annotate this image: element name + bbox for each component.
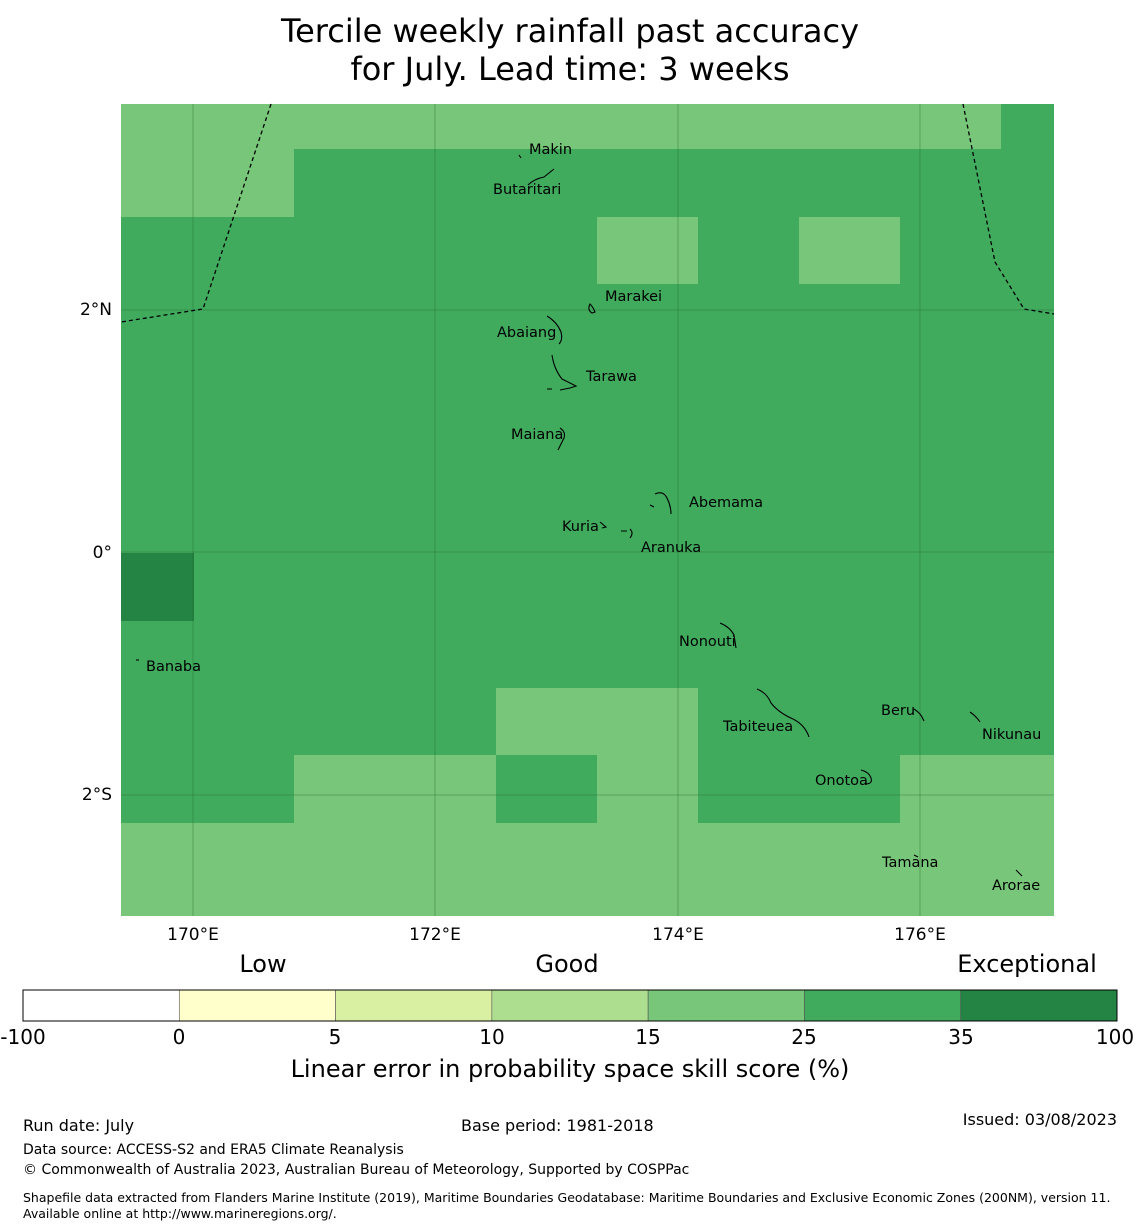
shapefile-credit: Shapefile data extracted from Flanders M… <box>23 1190 1111 1221</box>
island-nonouti <box>719 622 737 649</box>
colorbar-tick: -100 <box>0 1025 45 1049</box>
skill-grid <box>121 104 1054 916</box>
label-abaiang: Abaiang <box>497 325 556 341</box>
island-marakei <box>588 303 596 314</box>
colorbar-tick: 15 <box>635 1025 660 1049</box>
base-period: Base period: 1981-2018 <box>461 1116 654 1135</box>
label-kuria: Kuria <box>562 519 599 535</box>
colorbar-swatch <box>804 989 962 1022</box>
lon-tick-label: 172°E <box>409 925 461 945</box>
island-tamana <box>913 854 919 858</box>
label-butaritari: Butaritari <box>493 182 561 198</box>
colorbar-tick: 0 <box>173 1025 186 1049</box>
label-tabiteuea: Tabiteuea <box>722 719 793 735</box>
copyright: © Commonwealth of Australia 2023, Austra… <box>23 1162 690 1178</box>
island-abaiang <box>546 315 563 345</box>
run-date: Run date: July <box>23 1116 135 1135</box>
island-butaritari <box>527 168 555 186</box>
lon-tick-label: 170°E <box>167 925 219 945</box>
lat-tick-label: 0° <box>93 543 112 563</box>
lon-tick-label: 174°E <box>652 925 704 945</box>
label-aranuka: Aranuka <box>641 540 701 556</box>
island-labels: Makin Butaritari Marakei Abaiang Tarawa … <box>146 142 1041 894</box>
colorbar-outline <box>22 989 1118 1022</box>
grid-cell <box>597 755 698 823</box>
label-beru: Beru <box>881 703 915 719</box>
label-maiana: Maiana <box>511 427 563 443</box>
colorbar: Low Good Exceptional -100 0 5 10 15 25 3… <box>0 950 1134 1083</box>
lat-tick-label: 2°N <box>80 300 112 320</box>
grid-cell <box>900 755 1054 823</box>
grid-cell <box>121 553 194 621</box>
colorbar-label: Linear error in probability space skill … <box>291 1055 850 1083</box>
island-makin <box>518 154 522 159</box>
label-tarawa: Tarawa <box>585 369 637 385</box>
colorbar-swatch <box>960 989 1118 1022</box>
island-tabiteuea <box>756 688 810 738</box>
colorbar-tick: 35 <box>948 1025 973 1049</box>
axis-ticks: 170°E 172°E 174°E 176°E 2°N 0° 2°S <box>80 300 946 945</box>
colorbar-tick: 100 <box>1096 1025 1134 1049</box>
colorbar-swatch <box>335 989 493 1022</box>
label-tamana: Tamana <box>881 855 938 871</box>
island-beru <box>913 708 925 722</box>
eez-boundary-east <box>962 103 1055 315</box>
lat-tick-label: 2°S <box>82 785 112 805</box>
grid-cell <box>597 217 698 284</box>
label-onotoa: Onotoa <box>815 773 868 789</box>
island-kuria <box>599 521 608 529</box>
eez-boundary-west <box>120 103 272 323</box>
map-title-line2: for July. Lead time: 3 weeks <box>350 50 790 88</box>
label-nonouti: Nonouti <box>679 634 736 650</box>
label-makin: Makin <box>529 142 572 158</box>
label-marakei: Marakei <box>605 289 662 305</box>
colorbar-swatch <box>178 989 336 1022</box>
islands <box>136 154 1023 877</box>
grid-cell <box>294 755 496 823</box>
colorbar-category-good: Good <box>535 950 598 978</box>
island-tarawa <box>547 354 578 391</box>
label-abemama: Abemama <box>689 495 763 511</box>
grid-cell <box>496 688 698 755</box>
island-onotoa <box>860 769 872 785</box>
colorbar-swatch <box>647 989 805 1022</box>
colorbar-tick: 25 <box>791 1025 816 1049</box>
label-nikunau: Nikunau <box>982 727 1041 743</box>
data-source: Data source: ACCESS-S2 and ERA5 Climate … <box>23 1142 404 1158</box>
grid-cell <box>799 217 900 284</box>
colorbar-tick: 5 <box>329 1025 342 1049</box>
grid-cell <box>121 149 294 217</box>
eez-boundaries <box>120 103 1055 323</box>
colorbar-category-low: Low <box>239 950 286 978</box>
label-arorae: Arorae <box>992 878 1040 894</box>
map-title-line1: Tercile weekly rainfall past accuracy <box>280 12 859 50</box>
colorbar-tick: 10 <box>479 1025 504 1049</box>
label-banaba: Banaba <box>146 659 201 675</box>
island-nikunau <box>969 711 981 723</box>
island-arorae <box>1015 869 1023 877</box>
colorbar-swatch <box>22 989 180 1022</box>
issued-date: Issued: 03/08/2023 <box>962 1110 1117 1129</box>
grid-cell <box>121 823 1054 916</box>
island-abemama <box>649 492 672 515</box>
grid-cell <box>121 104 1001 149</box>
gridlines <box>121 104 1054 916</box>
lon-tick-label: 176°E <box>894 925 946 945</box>
colorbar-category-exceptional: Exceptional <box>957 950 1097 978</box>
island-aranuka <box>621 528 633 539</box>
island-maiana <box>557 427 566 451</box>
colorbar-swatch <box>491 989 649 1022</box>
